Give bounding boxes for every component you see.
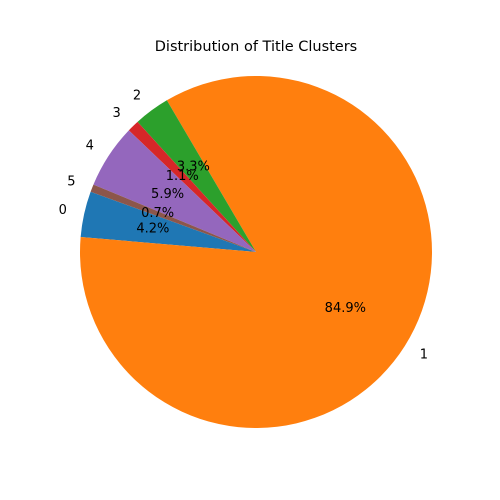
pie-labels: 0 4.2% 1 84.9% 2 3.3% 3 1.1% 4 5.9% 5 0.7%	[59, 89, 428, 363]
pie-slices	[80, 75, 433, 428]
slice-pct-1: 84.9%	[325, 301, 366, 316]
chart-title: Distribution of Title Clusters	[155, 39, 358, 55]
slice-pct-0: 4.2%	[136, 222, 169, 237]
slice-label-3: 3	[113, 106, 121, 121]
slice-label-5: 5	[67, 174, 75, 189]
slice-pct-3: 1.1%	[166, 169, 199, 184]
slice-label-2: 2	[133, 89, 141, 104]
slice-pct-4: 5.9%	[151, 187, 184, 202]
slice-pct-5: 0.7%	[141, 206, 174, 221]
slice-label-1: 1	[420, 348, 428, 363]
pie-slice-1	[80, 75, 433, 428]
slice-label-0: 0	[59, 203, 67, 218]
pie-slice-5	[90, 184, 256, 252]
pie-slice-2	[137, 100, 256, 252]
pie-slice-0	[80, 191, 257, 252]
slice-pct-2: 3.3%	[177, 159, 210, 174]
pie-slice-4	[93, 130, 257, 252]
slice-label-4: 4	[86, 139, 94, 154]
pie-slice-3	[128, 121, 256, 253]
